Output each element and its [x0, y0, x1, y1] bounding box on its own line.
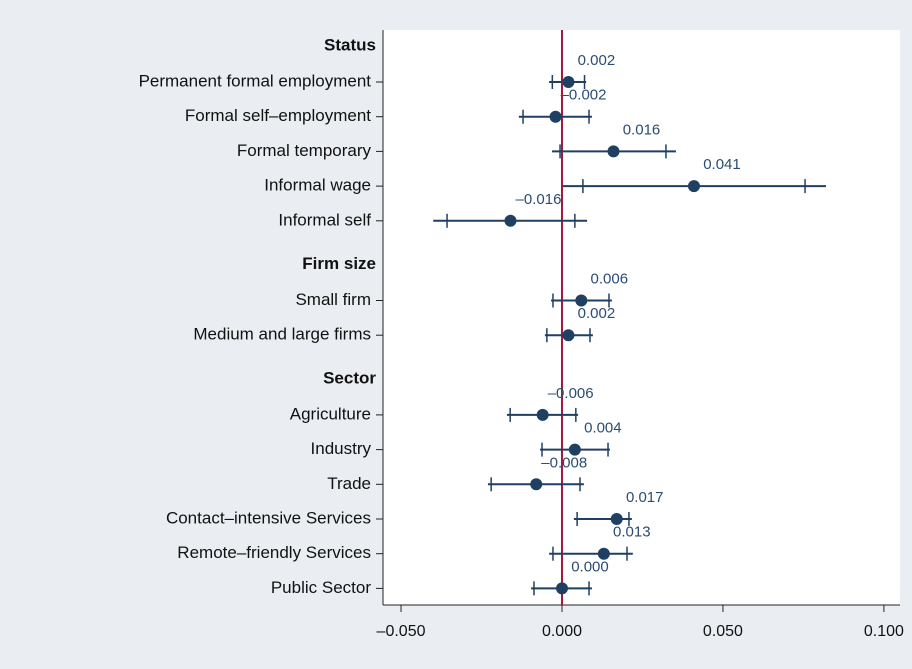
point — [568, 443, 581, 456]
point — [549, 110, 562, 123]
value-label: 0.017 — [626, 489, 664, 506]
point — [610, 513, 623, 525]
x-tick-label: 0.050 — [703, 623, 743, 640]
point — [562, 76, 575, 88]
x-tick-label: 0.000 — [542, 623, 582, 640]
point — [504, 214, 517, 227]
point — [575, 294, 588, 307]
value-label: 0.016 — [623, 121, 661, 138]
y-tick-label: Public Sector — [271, 578, 371, 597]
value-label: 0.002 — [578, 52, 616, 69]
y-tick-label: Formal self–employment — [185, 106, 371, 125]
group-header: Status — [324, 35, 376, 54]
y-tick-label: Contact–intensive Services — [166, 508, 371, 527]
point — [597, 547, 610, 560]
value-label: –0.016 — [516, 191, 562, 208]
y-tick-label: Trade — [327, 474, 371, 493]
value-label: 0.041 — [703, 156, 741, 173]
y-tick-label: Permanent formal employment — [139, 71, 372, 90]
value-label: –0.008 — [541, 454, 587, 471]
y-tick-label: Informal wage — [264, 176, 371, 195]
point — [607, 145, 620, 158]
point — [562, 329, 575, 342]
value-label: –0.002 — [561, 87, 607, 104]
value-label: 0.006 — [591, 270, 629, 287]
y-tick-label: Industry — [311, 439, 372, 458]
plot-area — [383, 30, 900, 605]
value-label: 0.004 — [584, 420, 622, 437]
y-tick-label: Medium and large firms — [193, 325, 371, 344]
group-header: Firm size — [302, 254, 376, 273]
value-label: –0.006 — [548, 385, 594, 402]
y-tick-label: Small firm — [295, 290, 371, 309]
value-label: 0.013 — [613, 524, 651, 541]
x-tick-label: 0.100 — [864, 623, 904, 640]
y-tick-label: Formal temporary — [237, 141, 372, 160]
value-label: 0.002 — [578, 305, 616, 322]
point — [687, 180, 700, 193]
y-tick-label: Informal self — [278, 210, 371, 229]
y-tick-label: Agriculture — [290, 404, 371, 423]
y-tick-label: Remote–friendly Services — [177, 543, 371, 562]
point — [536, 408, 549, 421]
x-tick-label: –0.050 — [377, 623, 426, 640]
point — [530, 478, 543, 491]
group-header: Sector — [323, 368, 376, 387]
point — [555, 582, 568, 595]
value-label: 0.000 — [571, 558, 609, 575]
